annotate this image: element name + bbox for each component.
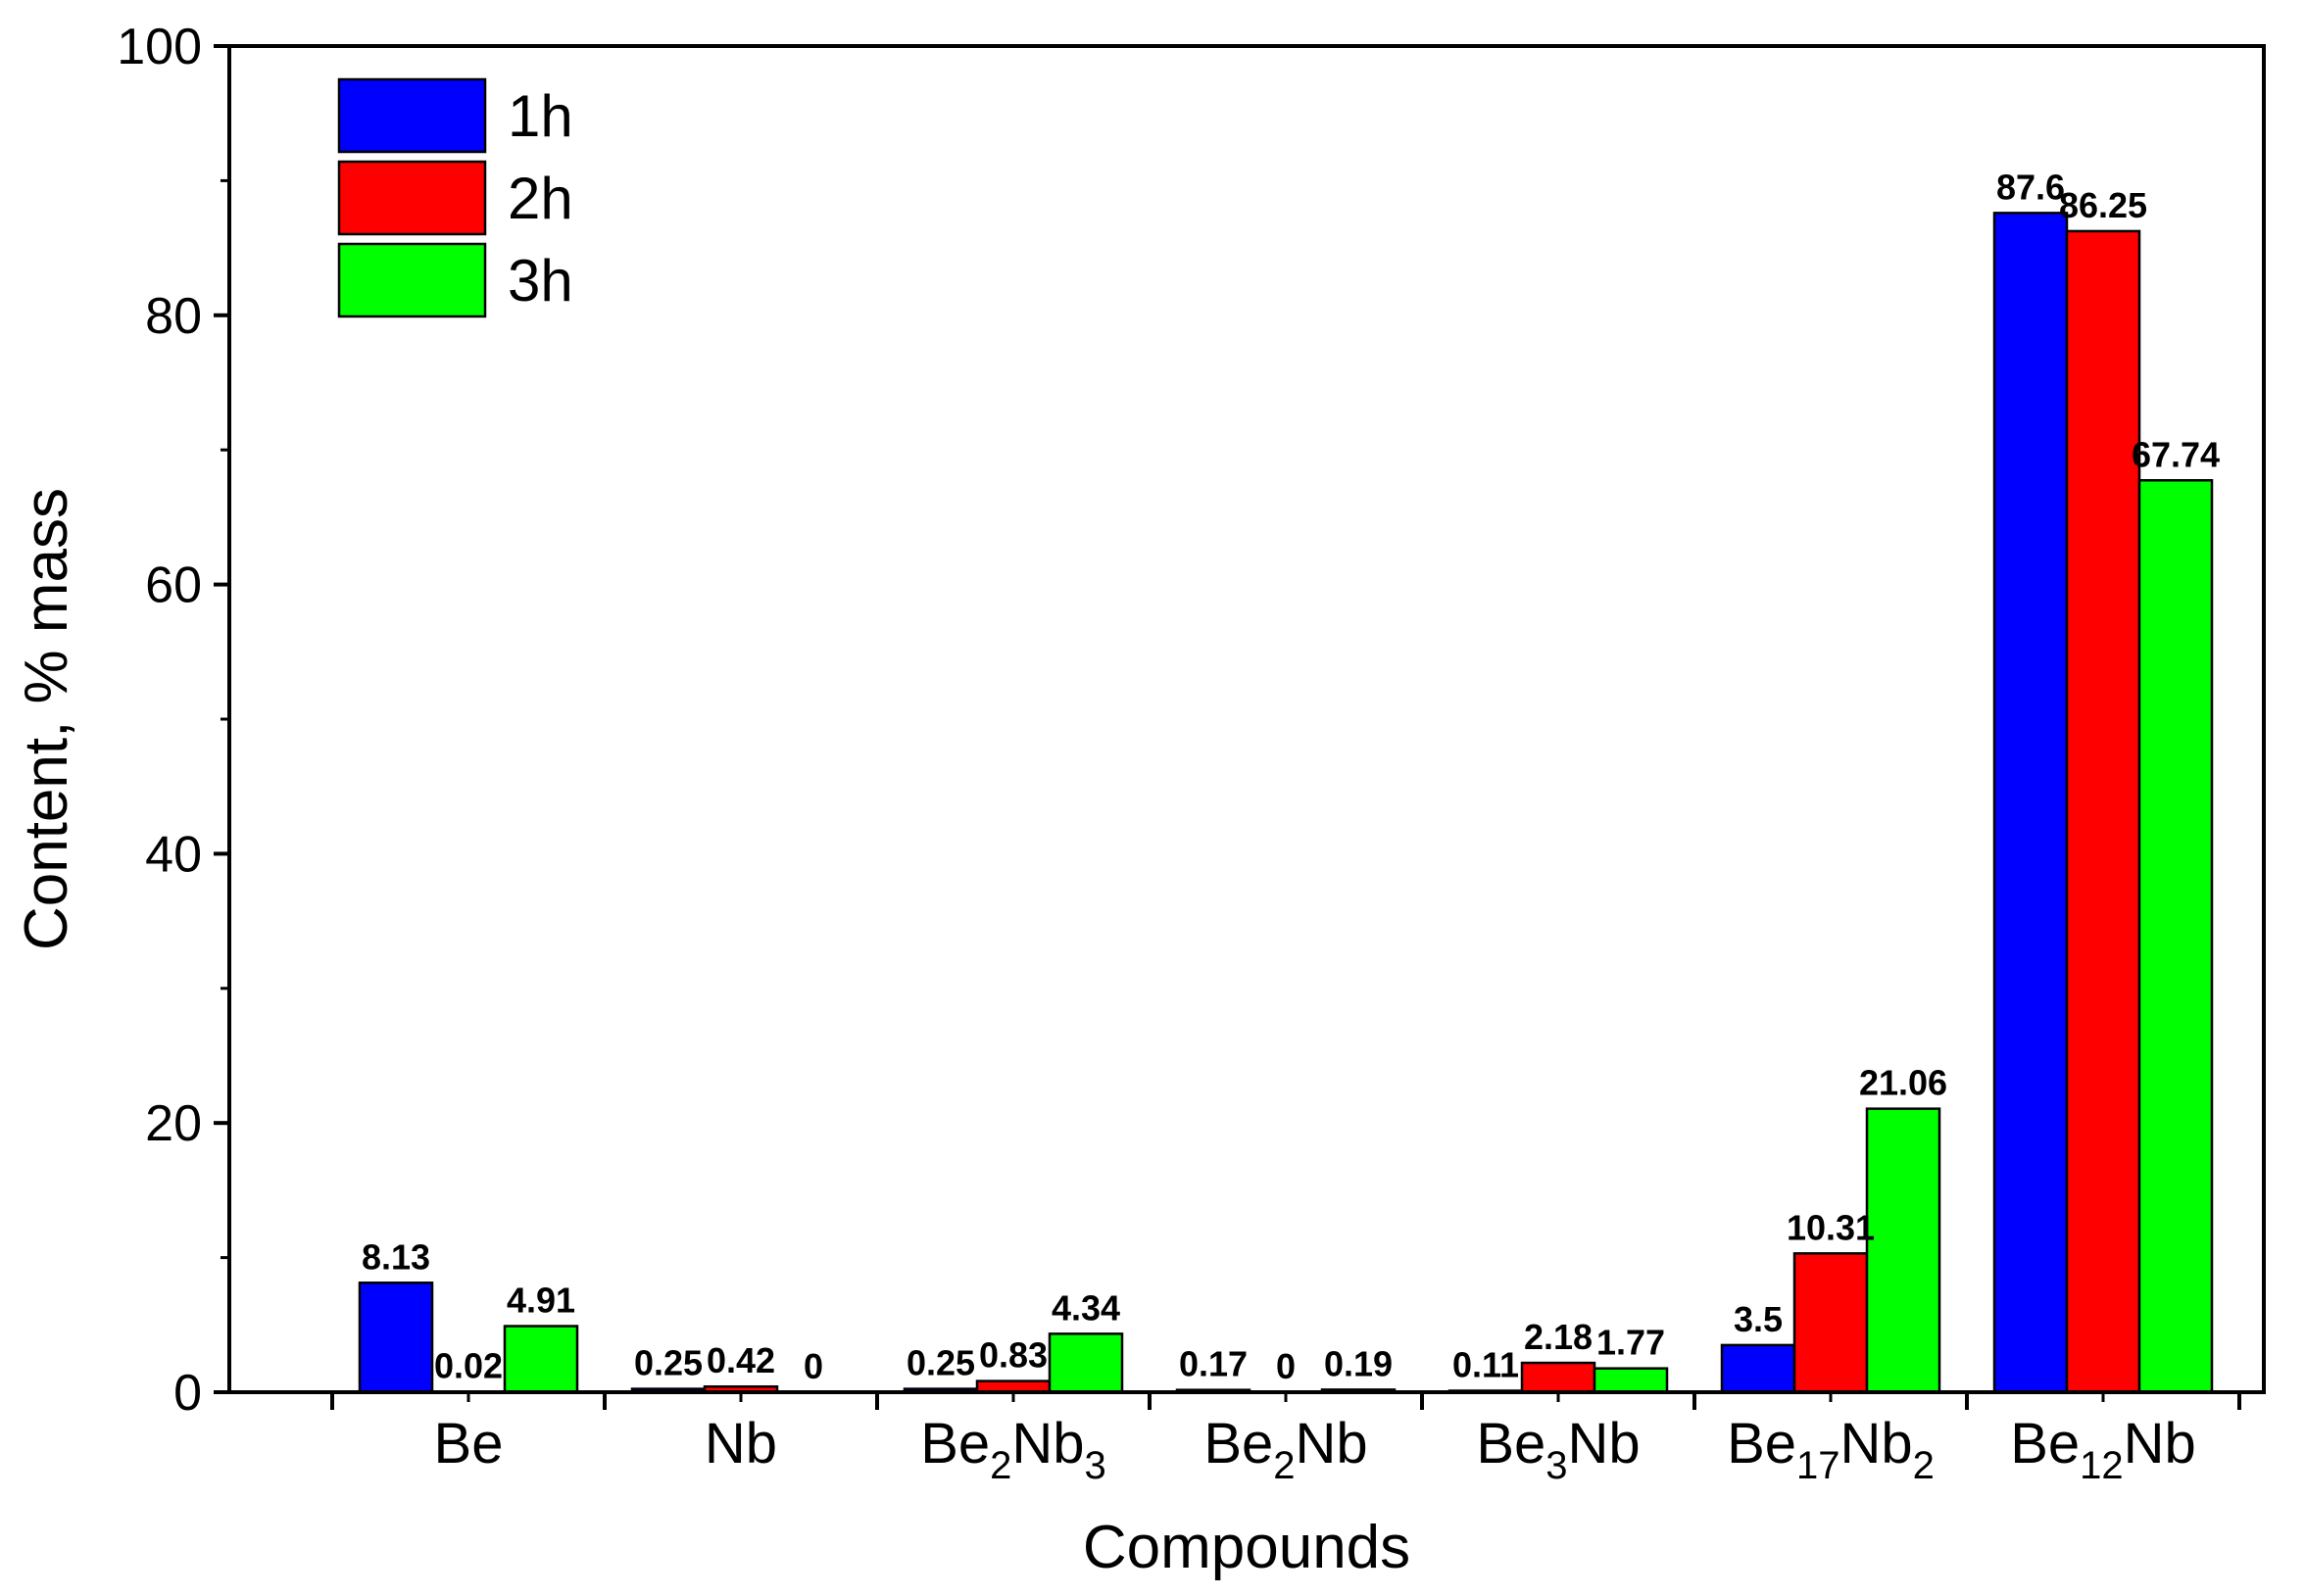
data-label-2h-4: 2.18: [1524, 1317, 1593, 1357]
legend: 1h 2h 3h: [337, 77, 573, 318]
x-tick-label: Be2Nb3: [920, 1412, 1106, 1487]
legend-swatch-2h: [337, 160, 487, 236]
data-label-3h-2: 4.34: [1052, 1287, 1120, 1328]
data-label-3h-4: 1.77: [1596, 1323, 1665, 1363]
bar-3h-6: [2137, 479, 2214, 1394]
bar-1h-0: [358, 1282, 434, 1394]
axes-layer: 0 20 40 60 80 100 Be Nb Be2Nb3 Be2Nb Be3Nb Be17Nb2 B…: [117, 19, 2241, 1487]
data-label-2h-2: 0.83: [979, 1335, 1048, 1376]
bar-3h-5: [1865, 1107, 1941, 1394]
y-tick-label: 20: [145, 1095, 202, 1152]
data-label-1h-1: 0.25: [634, 1343, 703, 1383]
data-label-1h-0: 8.13: [362, 1236, 430, 1277]
y-axis-title: Content, % mass: [13, 488, 80, 950]
x-axis-title: Compounds: [1083, 1514, 1410, 1581]
y-tick-label: 80: [145, 288, 202, 345]
x-tick-label: Be17Nb2: [1727, 1412, 1935, 1487]
data-label-2h-3: 0: [1276, 1346, 1296, 1386]
data-label-3h-3: 0.19: [1324, 1343, 1393, 1383]
data-label-2h-5: 10.31: [1787, 1207, 1875, 1247]
bar-2h-5: [1792, 1252, 1869, 1394]
data-label-1h-4: 0.11: [1452, 1344, 1519, 1384]
bar-3h-4: [1593, 1367, 1669, 1394]
data-label-1h-3: 0.17: [1179, 1344, 1248, 1384]
y-tick-label: 60: [145, 557, 202, 614]
data-label-1h-2: 0.25: [907, 1343, 975, 1383]
data-labels-layer: 8.13 0.25 0.25 0.17 0.11 3.5 87.6 0.02 0.42 0.83 0…: [362, 167, 2220, 1386]
x-tick-label: Be2Nb: [1203, 1412, 1367, 1487]
legend-label-1h: 1h: [508, 83, 573, 149]
data-label-2h-6: 86.25: [2059, 185, 2147, 225]
data-label-3h-0: 4.91: [507, 1281, 575, 1321]
x-tick-label: Nb: [705, 1412, 777, 1475]
data-label-3h-6: 67.74: [2132, 434, 2220, 474]
bar-3h-2: [1048, 1332, 1124, 1394]
data-label-2h-1: 0.42: [707, 1340, 775, 1380]
y-tick-label: 100: [117, 19, 202, 75]
legend-label-2h: 2h: [508, 166, 573, 231]
data-label-1h-6: 87.6: [1996, 167, 2065, 207]
bar-2h-6: [2065, 229, 2141, 1394]
legend-swatch-3h: [337, 242, 487, 318]
y-tick-label: 40: [145, 826, 202, 883]
bars-layer: [358, 212, 2214, 1394]
x-tick-label: Be3Nb: [1476, 1412, 1640, 1487]
bar-2h-4: [1520, 1361, 1596, 1394]
bar-1h-6: [1992, 212, 2069, 1394]
y-tick-label: 0: [173, 1365, 202, 1422]
x-tick-label: Be: [434, 1412, 504, 1475]
bar-3h-0: [503, 1325, 579, 1394]
data-label-1h-5: 3.5: [1734, 1299, 1783, 1339]
legend-swatch-1h: [337, 77, 487, 154]
x-tick-label: Be12Nb: [2010, 1412, 2196, 1487]
data-label-3h-5: 21.06: [1859, 1063, 1947, 1103]
data-label-2h-0: 0.02: [434, 1346, 503, 1386]
data-label-3h-1: 0: [804, 1346, 823, 1386]
bar-1h-5: [1720, 1343, 1796, 1394]
legend-label-3h: 3h: [508, 248, 573, 314]
